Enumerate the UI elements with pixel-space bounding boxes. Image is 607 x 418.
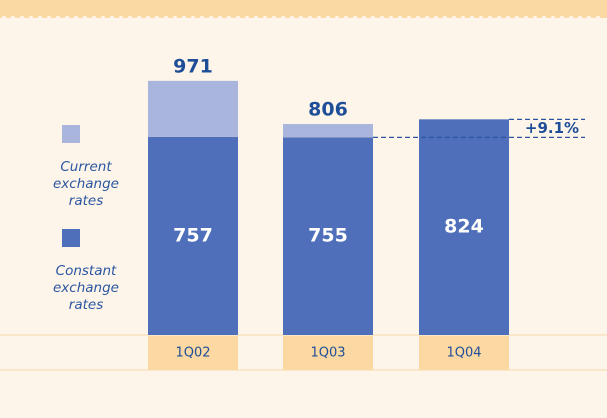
bar-segment: [148, 136, 238, 335]
dot: [532, 15, 538, 21]
dot: [28, 15, 34, 21]
x-tick-label: 1Q02: [175, 346, 210, 361]
legend-label: Constant exchange rates: [53, 263, 119, 313]
dot: [10, 15, 16, 21]
dot: [181, 15, 187, 21]
category-cell: [283, 336, 373, 370]
bar-segment: [283, 124, 373, 138]
dot: [361, 15, 367, 21]
dot: [406, 15, 412, 21]
dot: [586, 15, 592, 21]
dot: [100, 15, 106, 21]
dot: [487, 15, 493, 21]
dot: [118, 15, 124, 21]
legend-swatch: [62, 125, 80, 143]
dot: [91, 15, 97, 21]
dot: [82, 15, 88, 21]
dot: [460, 15, 466, 21]
total-label: 971: [173, 55, 213, 77]
dot: [343, 15, 349, 21]
dot: [370, 15, 376, 21]
dot: [127, 15, 133, 21]
dot: [424, 15, 430, 21]
dot: [307, 15, 313, 21]
dot: [199, 15, 205, 21]
dot: [325, 15, 331, 21]
x-tick-label: 1Q04: [446, 346, 481, 361]
dot: [433, 15, 439, 21]
bar-value-label: 824: [444, 216, 484, 238]
legend-swatch: [62, 229, 80, 247]
dot: [145, 15, 151, 21]
category-cell: [419, 336, 509, 370]
dot: [496, 15, 502, 21]
dot: [37, 15, 43, 21]
bar-value-label: 757: [173, 224, 213, 246]
dot: [253, 15, 259, 21]
dot: [163, 15, 169, 21]
dot: [280, 15, 286, 21]
dot: [478, 15, 484, 21]
dot: [505, 15, 511, 21]
dot: [136, 15, 142, 21]
bar-segment: [419, 119, 509, 335]
dot: [109, 15, 115, 21]
dot: [1, 15, 7, 21]
dot: [55, 15, 61, 21]
dot: [568, 15, 574, 21]
dot: [541, 15, 547, 21]
dot: [46, 15, 52, 21]
top-band-dots: [1, 15, 601, 21]
dot: [352, 15, 358, 21]
dot: [226, 15, 232, 21]
annotation: +9.1%: [525, 119, 579, 137]
category-cell: [148, 336, 238, 370]
dot: [190, 15, 196, 21]
dot: [442, 15, 448, 21]
dot: [64, 15, 70, 21]
dot: [235, 15, 241, 21]
bar-segment: [148, 80, 238, 137]
x-tick-label: 1Q03: [310, 346, 345, 361]
dot: [415, 15, 421, 21]
dot: [397, 15, 403, 21]
dot: [379, 15, 385, 21]
dot: [469, 15, 475, 21]
top-band: [0, 0, 607, 18]
dot: [550, 15, 556, 21]
dot: [217, 15, 223, 21]
dot: [154, 15, 160, 21]
bar-segment: [283, 137, 373, 335]
dot: [262, 15, 268, 21]
total-label: 806: [308, 99, 348, 121]
dot: [271, 15, 277, 21]
dot: [334, 15, 340, 21]
dot: [514, 15, 520, 21]
dot: [19, 15, 25, 21]
dot: [559, 15, 565, 21]
dot: [388, 15, 394, 21]
dot: [451, 15, 457, 21]
dot: [172, 15, 178, 21]
legend-label: Current exchange rates: [53, 159, 119, 209]
dot: [289, 15, 295, 21]
dot: [595, 15, 601, 21]
dot: [316, 15, 322, 21]
dot: [577, 15, 583, 21]
dot: [523, 15, 529, 21]
dot: [298, 15, 304, 21]
dot: [73, 15, 79, 21]
dot: [208, 15, 214, 21]
dot: [244, 15, 250, 21]
bar-value-label: 755: [308, 225, 348, 247]
